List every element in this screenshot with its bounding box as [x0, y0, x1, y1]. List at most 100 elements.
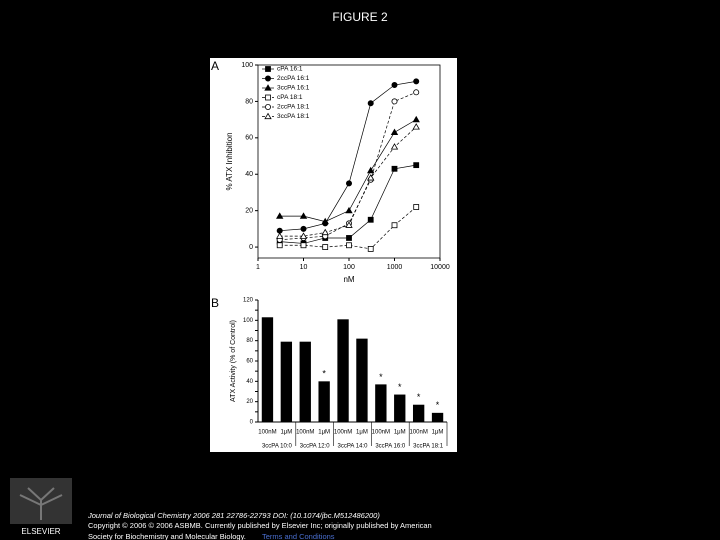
- legend-marker: [264, 84, 272, 91]
- data-point: [321, 228, 329, 236]
- y-tick-label: 0: [249, 244, 253, 251]
- y-tick-label: 40: [245, 171, 253, 178]
- data-point: [299, 232, 308, 239]
- y-tick-label: 40: [246, 379, 253, 385]
- x-tick-label: 1000: [387, 264, 403, 271]
- legend-marker: [264, 104, 271, 111]
- data-point: [413, 89, 420, 96]
- x-tick-label: 1μM: [318, 430, 330, 436]
- significance-marker: *: [322, 369, 326, 379]
- y-tick-label: 80: [246, 338, 253, 344]
- x-tick-label: 10: [300, 264, 308, 271]
- legend-marker: [264, 112, 272, 120]
- logo-text: ELSEVIER: [21, 527, 60, 536]
- data-point: [367, 216, 374, 223]
- bar: [375, 384, 387, 422]
- logo-branches: [19, 487, 63, 520]
- data-point: [345, 206, 353, 214]
- data-point: [367, 245, 374, 252]
- legend-label: 2ccPA 16:1: [277, 75, 310, 82]
- data-point: [322, 244, 329, 250]
- x-axis-label: nM: [343, 275, 354, 284]
- x-tick-label: 1μM: [356, 430, 368, 436]
- x-tick-label: 10000: [430, 264, 450, 271]
- logo: [10, 478, 72, 524]
- figure: [210, 58, 457, 452]
- data-point: [276, 232, 284, 239]
- citation: Journal of Biological Chemistry 2006 281…: [87, 511, 380, 520]
- significance-marker: *: [398, 382, 402, 392]
- legend-label: 3ccPA 16:1: [277, 85, 310, 92]
- legend-marker: [265, 94, 271, 101]
- data-point: [391, 222, 398, 229]
- legend-marker: [264, 75, 271, 82]
- data-point: [391, 98, 398, 105]
- data-point: [299, 212, 308, 219]
- legend-marker: [265, 66, 271, 72]
- data-point: [345, 180, 352, 187]
- legend-label: 3ccPA 18:1: [277, 113, 310, 120]
- data-point: [413, 204, 420, 210]
- y-tick-label: 120: [243, 298, 254, 304]
- y-tick-label: 60: [246, 359, 253, 365]
- group-label: 3ccPA 10:0: [262, 444, 293, 450]
- data-point: [276, 212, 284, 219]
- data-point: [367, 174, 375, 181]
- bar: [356, 338, 368, 422]
- group-label: 3ccPA 16:0: [375, 444, 406, 450]
- data-point: [413, 78, 420, 85]
- terms-link[interactable]: Terms and Conditions: [262, 532, 335, 540]
- data-point: [321, 217, 329, 225]
- bar: [431, 412, 444, 422]
- data-point: [391, 82, 398, 89]
- copyright: Copyright © 2006 © 2006 ASBMB. Currently…: [88, 521, 432, 530]
- x-tick-label: 100nM: [296, 430, 314, 436]
- slide-title: FIGURE 2: [332, 10, 388, 24]
- bar: [280, 341, 293, 422]
- group-label: 3ccPA 14:0: [338, 444, 369, 450]
- bar: [394, 394, 406, 422]
- legend-label: cPA 16:1: [277, 66, 303, 73]
- y-tick-label: 100: [243, 318, 254, 324]
- significance-marker: *: [379, 372, 383, 382]
- x-tick-label: 1μM: [394, 430, 406, 436]
- x-tick-label: 100nM: [409, 430, 427, 436]
- bar: [337, 319, 349, 422]
- copyright: Society for Biochemistry and Molecular B…: [88, 532, 246, 540]
- x-tick-label: 1: [256, 264, 260, 271]
- bar: [412, 404, 425, 422]
- data-point: [346, 242, 352, 249]
- bar: [299, 341, 311, 422]
- data-point: [390, 143, 399, 150]
- data-point: [345, 221, 353, 228]
- data-point: [390, 128, 399, 135]
- data-point: [367, 100, 374, 107]
- y-tick-label: 60: [245, 135, 253, 142]
- data-point: [346, 235, 352, 241]
- data-point: [367, 166, 375, 174]
- data-point: [413, 162, 420, 169]
- panel-label: B: [211, 296, 219, 310]
- data-point: [412, 123, 420, 130]
- group-label: 3ccPA 12:0: [300, 444, 331, 450]
- significance-marker: *: [436, 400, 440, 410]
- data-point: [300, 242, 307, 249]
- y-axis-label: % ATX Inhibition: [225, 132, 234, 190]
- x-tick-label: 100: [343, 264, 355, 271]
- bar: [318, 381, 330, 422]
- y-tick-label: 0: [250, 420, 254, 426]
- data-point: [300, 225, 307, 232]
- panel-label: A: [211, 59, 219, 73]
- x-tick-label: 100nM: [334, 430, 352, 436]
- data-point: [391, 165, 398, 172]
- y-tick-label: 20: [246, 399, 253, 405]
- x-tick-label: 1μM: [280, 430, 292, 436]
- bar: [261, 317, 274, 422]
- legend-label: cPA 18:1: [277, 94, 303, 101]
- x-tick-label: 1μM: [432, 430, 444, 436]
- y-tick-label: 100: [241, 62, 253, 69]
- y-tick-label: 20: [245, 208, 253, 215]
- y-axis-label: ATX Activity (% of Control): [230, 320, 237, 402]
- significance-marker: *: [417, 392, 421, 402]
